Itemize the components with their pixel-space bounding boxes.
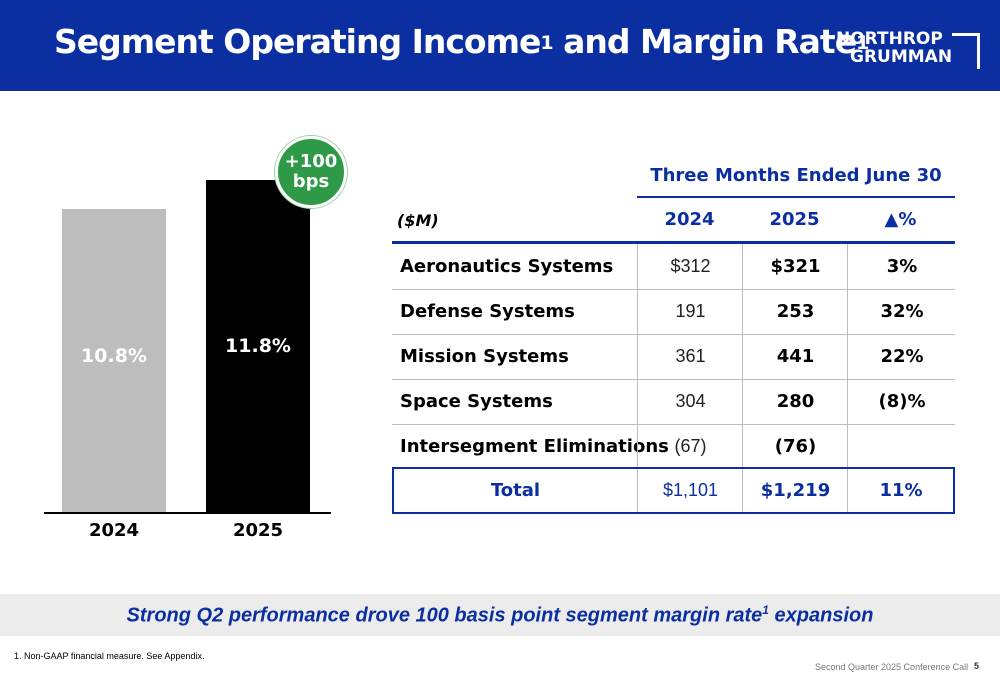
x-tick-2024: 2024 [88, 520, 140, 541]
row-label: Mission Systems [400, 346, 569, 367]
logo-bracket-right [977, 33, 980, 69]
summary-banner [0, 594, 1000, 636]
bps-increase-badge: +100 bps [275, 136, 347, 208]
cell-2024: 304 [637, 379, 743, 424]
cell-change: (8)% [847, 379, 956, 424]
cell-2025: 253 [742, 289, 848, 334]
cell-2024: 361 [637, 334, 743, 379]
summary-text: Strong Q2 performance drove 100 basis po… [0, 603, 1000, 628]
total-row: Total $1,101 $1,219 11% [392, 467, 955, 514]
cell-2024: 191 [637, 289, 743, 334]
row-label: Defense Systems [400, 301, 575, 322]
table-row: Space Systems 304 280 (8)% [392, 379, 955, 425]
row-label: Space Systems [400, 391, 553, 412]
cell-2024: (67) [637, 424, 743, 469]
logo-line-1: NORTHROP [836, 29, 943, 49]
table-row: Aeronautics Systems $312 $321 3% [392, 244, 955, 290]
title-text-mid: and Margin Rate [552, 22, 857, 61]
table-row: Mission Systems 361 441 22% [392, 334, 955, 380]
cell-change: 3% [847, 244, 956, 289]
cell-change: 22% [847, 334, 956, 379]
total-2024: $1,101 [637, 469, 743, 512]
footnote: 1. Non-GAAP financial measure. See Appen… [14, 651, 205, 661]
unit-label: ($M) [397, 211, 439, 230]
badge-value: +100 [284, 151, 338, 172]
title-superscript-2: 1 [856, 32, 869, 54]
table-header-rule [392, 241, 955, 244]
bar-2024 [62, 209, 166, 512]
bar-label-2024: 10.8% [81, 345, 147, 367]
cell-2025: 280 [742, 379, 848, 424]
cell-2025: (76) [742, 424, 848, 469]
table-title-rule [637, 196, 955, 198]
logo-line-2: GRUMMAN [850, 47, 953, 67]
cell-2024: $312 [637, 244, 743, 289]
footer-text: Second Quarter 2025 Conference Call [815, 662, 969, 672]
northrop-grumman-logo: NORTHROP GRUMMAN [836, 30, 952, 66]
column-header-2025: 2025 [769, 209, 820, 230]
x-axis-line [44, 512, 331, 514]
badge-unit: bps [292, 171, 330, 192]
title-text: Segment Operating Income [54, 22, 541, 61]
table-period-title: Three Months Ended June 30 [650, 165, 942, 186]
row-label: Intersegment Eliminations [400, 436, 669, 457]
total-2025: $1,219 [742, 469, 848, 512]
cell-2025: $321 [742, 244, 848, 289]
title-superscript-1: 1 [540, 32, 553, 54]
x-tick-2025: 2025 [232, 520, 284, 541]
cell-2025: 441 [742, 334, 848, 379]
cell-change [847, 424, 956, 469]
total-label: Total [490, 480, 541, 501]
summary-superscript: 1 [762, 603, 769, 617]
table-row: Intersegment Eliminations (67) (76) [392, 424, 955, 469]
page-title: Segment Operating Income1 and Margin Rat… [54, 22, 869, 61]
table-row: Defense Systems 191 253 32% [392, 289, 955, 335]
cell-change: 32% [847, 289, 956, 334]
column-header-change: ▲% [884, 209, 917, 230]
bar-label-2025: 11.8% [225, 335, 291, 357]
total-change: 11% [847, 469, 954, 512]
summary-text-main: Strong Q2 performance drove 100 basis po… [126, 604, 763, 627]
column-header-2024: 2024 [664, 209, 715, 230]
bar-2025 [206, 180, 310, 512]
logo-bracket-top [952, 33, 980, 36]
title-header-bar [0, 0, 1000, 91]
summary-text-end: expansion [768, 604, 874, 627]
row-label: Aeronautics Systems [400, 256, 614, 277]
page-number: 5 [974, 661, 980, 671]
